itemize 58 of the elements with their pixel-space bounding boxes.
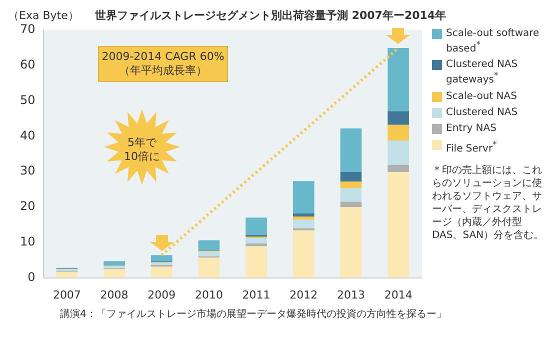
bar	[388, 140, 409, 165]
bar	[388, 124, 409, 140]
bar	[292, 216, 314, 220]
bar	[104, 261, 125, 266]
bar	[198, 258, 220, 278]
legend-label: Scale-out NAS	[446, 90, 517, 102]
bar	[292, 213, 314, 217]
chart-title: 世界ファイルストレージセグメント別出荷容量予測 2007年ー2014年	[95, 8, 446, 23]
y-tick-label: 60	[20, 58, 36, 72]
x-tick-label: 2012	[290, 288, 318, 302]
bar	[246, 218, 267, 235]
annotation: 5年で 10倍に	[123, 136, 161, 164]
bar	[292, 230, 314, 278]
x-tick-label: 2013	[336, 288, 365, 302]
bar	[292, 220, 314, 228]
bar	[340, 202, 362, 207]
bar	[388, 164, 409, 172]
bar	[150, 262, 172, 266]
y-tick-label: 30	[20, 164, 36, 178]
legend-label: Clustered NAS gateways$^{*}$	[446, 59, 519, 86]
y-tick-label: 50	[20, 92, 36, 107]
y-tick-label: 20	[20, 199, 36, 214]
bar	[388, 111, 409, 125]
x-tick-label: 2007	[52, 288, 81, 302]
bar	[104, 269, 125, 278]
y-tick-label: 0	[28, 270, 36, 284]
text: ＊印の売上額には、これらのソリューションに使われるソフトウェア、サーバー、ディスクストレージ（内蔵／外付型DAS、SAN）分を含む。	[432, 164, 545, 242]
y-axis-title: （Exa Byte）	[8, 8, 79, 23]
bar	[246, 238, 267, 244]
bar	[150, 266, 172, 278]
bar	[246, 243, 267, 246]
x-tick-label: 2009	[148, 288, 176, 302]
bar	[292, 181, 314, 214]
legend-label: Scale-out software based$^{*}$	[446, 28, 540, 54]
bar	[198, 252, 220, 256]
bar	[56, 272, 78, 278]
bar	[198, 240, 220, 250]
legend-label: Entry NAS	[446, 122, 496, 134]
bar	[246, 246, 267, 278]
x-tick-label: 2011	[242, 288, 270, 302]
x-tick-label: 2008	[100, 288, 128, 302]
bar	[340, 182, 362, 188]
bar	[388, 48, 409, 112]
y-tick-label: 10	[20, 234, 36, 249]
bar	[340, 188, 362, 202]
annotation: 2009-2014 CAGR 60% （年平均成長率）	[98, 46, 228, 82]
bar	[340, 172, 362, 182]
legend-label: File Servr$^{*}$	[446, 138, 497, 154]
bar	[150, 255, 172, 262]
y-tick-label: 40	[20, 128, 36, 142]
legend-label: Clustered NAS	[446, 106, 518, 118]
x-tick-label: 2014	[384, 288, 412, 302]
bar	[340, 207, 362, 278]
x-tick-label: 2010	[194, 288, 223, 302]
bar	[388, 172, 409, 278]
bar	[340, 128, 362, 172]
text: 講演4：「ファイルストレージ市場の展望ーデータ爆発時代の投資の方向性を探るー」	[60, 308, 446, 321]
y-tick-label: 70	[20, 22, 36, 36]
